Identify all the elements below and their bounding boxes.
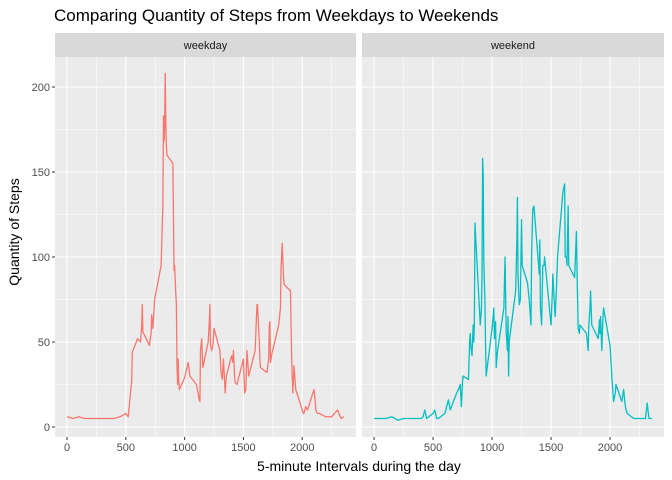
series-line-weekend xyxy=(374,157,652,421)
panels-group: weekday 0 500 1000 1500 2000 0 50 100 150 200 weeke… xyxy=(32,33,664,454)
x-tick-label: 1500 xyxy=(231,442,255,454)
x-tick-label: 0 xyxy=(64,442,70,454)
y-tick-label: 200 xyxy=(32,82,50,94)
panel-background xyxy=(362,57,664,437)
chart-title: Comparing Quantity of Steps from Weekday… xyxy=(54,6,498,25)
strip-label-weekend: weekend xyxy=(490,40,535,52)
strip-background xyxy=(362,33,664,57)
x-tick-label: 2000 xyxy=(598,442,622,454)
x-tick-label: 500 xyxy=(424,442,442,454)
y-tick-label: 50 xyxy=(38,337,50,349)
x-tick-label: 0 xyxy=(371,442,377,454)
panel-weekend: weekend 0 500 1000 1500 2000 xyxy=(362,33,664,454)
y-tick-label: 0 xyxy=(44,422,50,434)
panel-weekday: weekday 0 500 1000 1500 2000 0 50 100 150 200 xyxy=(32,33,356,454)
panel-background xyxy=(55,57,356,437)
x-tick-label: 1500 xyxy=(539,442,563,454)
x-tick-label: 1000 xyxy=(480,442,504,454)
y-tick-label: 100 xyxy=(32,252,50,264)
strip-label-weekday: weekday xyxy=(183,40,228,52)
strip-background xyxy=(55,33,356,57)
x-tick-label: 2000 xyxy=(290,442,314,454)
x-tick-label: 500 xyxy=(117,442,135,454)
y-tick-label: 150 xyxy=(32,167,50,179)
series-line-weekday xyxy=(66,72,345,420)
x-tick-label: 1000 xyxy=(172,442,196,454)
y-axis-title: Quantity of Steps xyxy=(6,178,22,285)
x-axis-title: 5-minute Intervals during the day xyxy=(257,458,461,474)
